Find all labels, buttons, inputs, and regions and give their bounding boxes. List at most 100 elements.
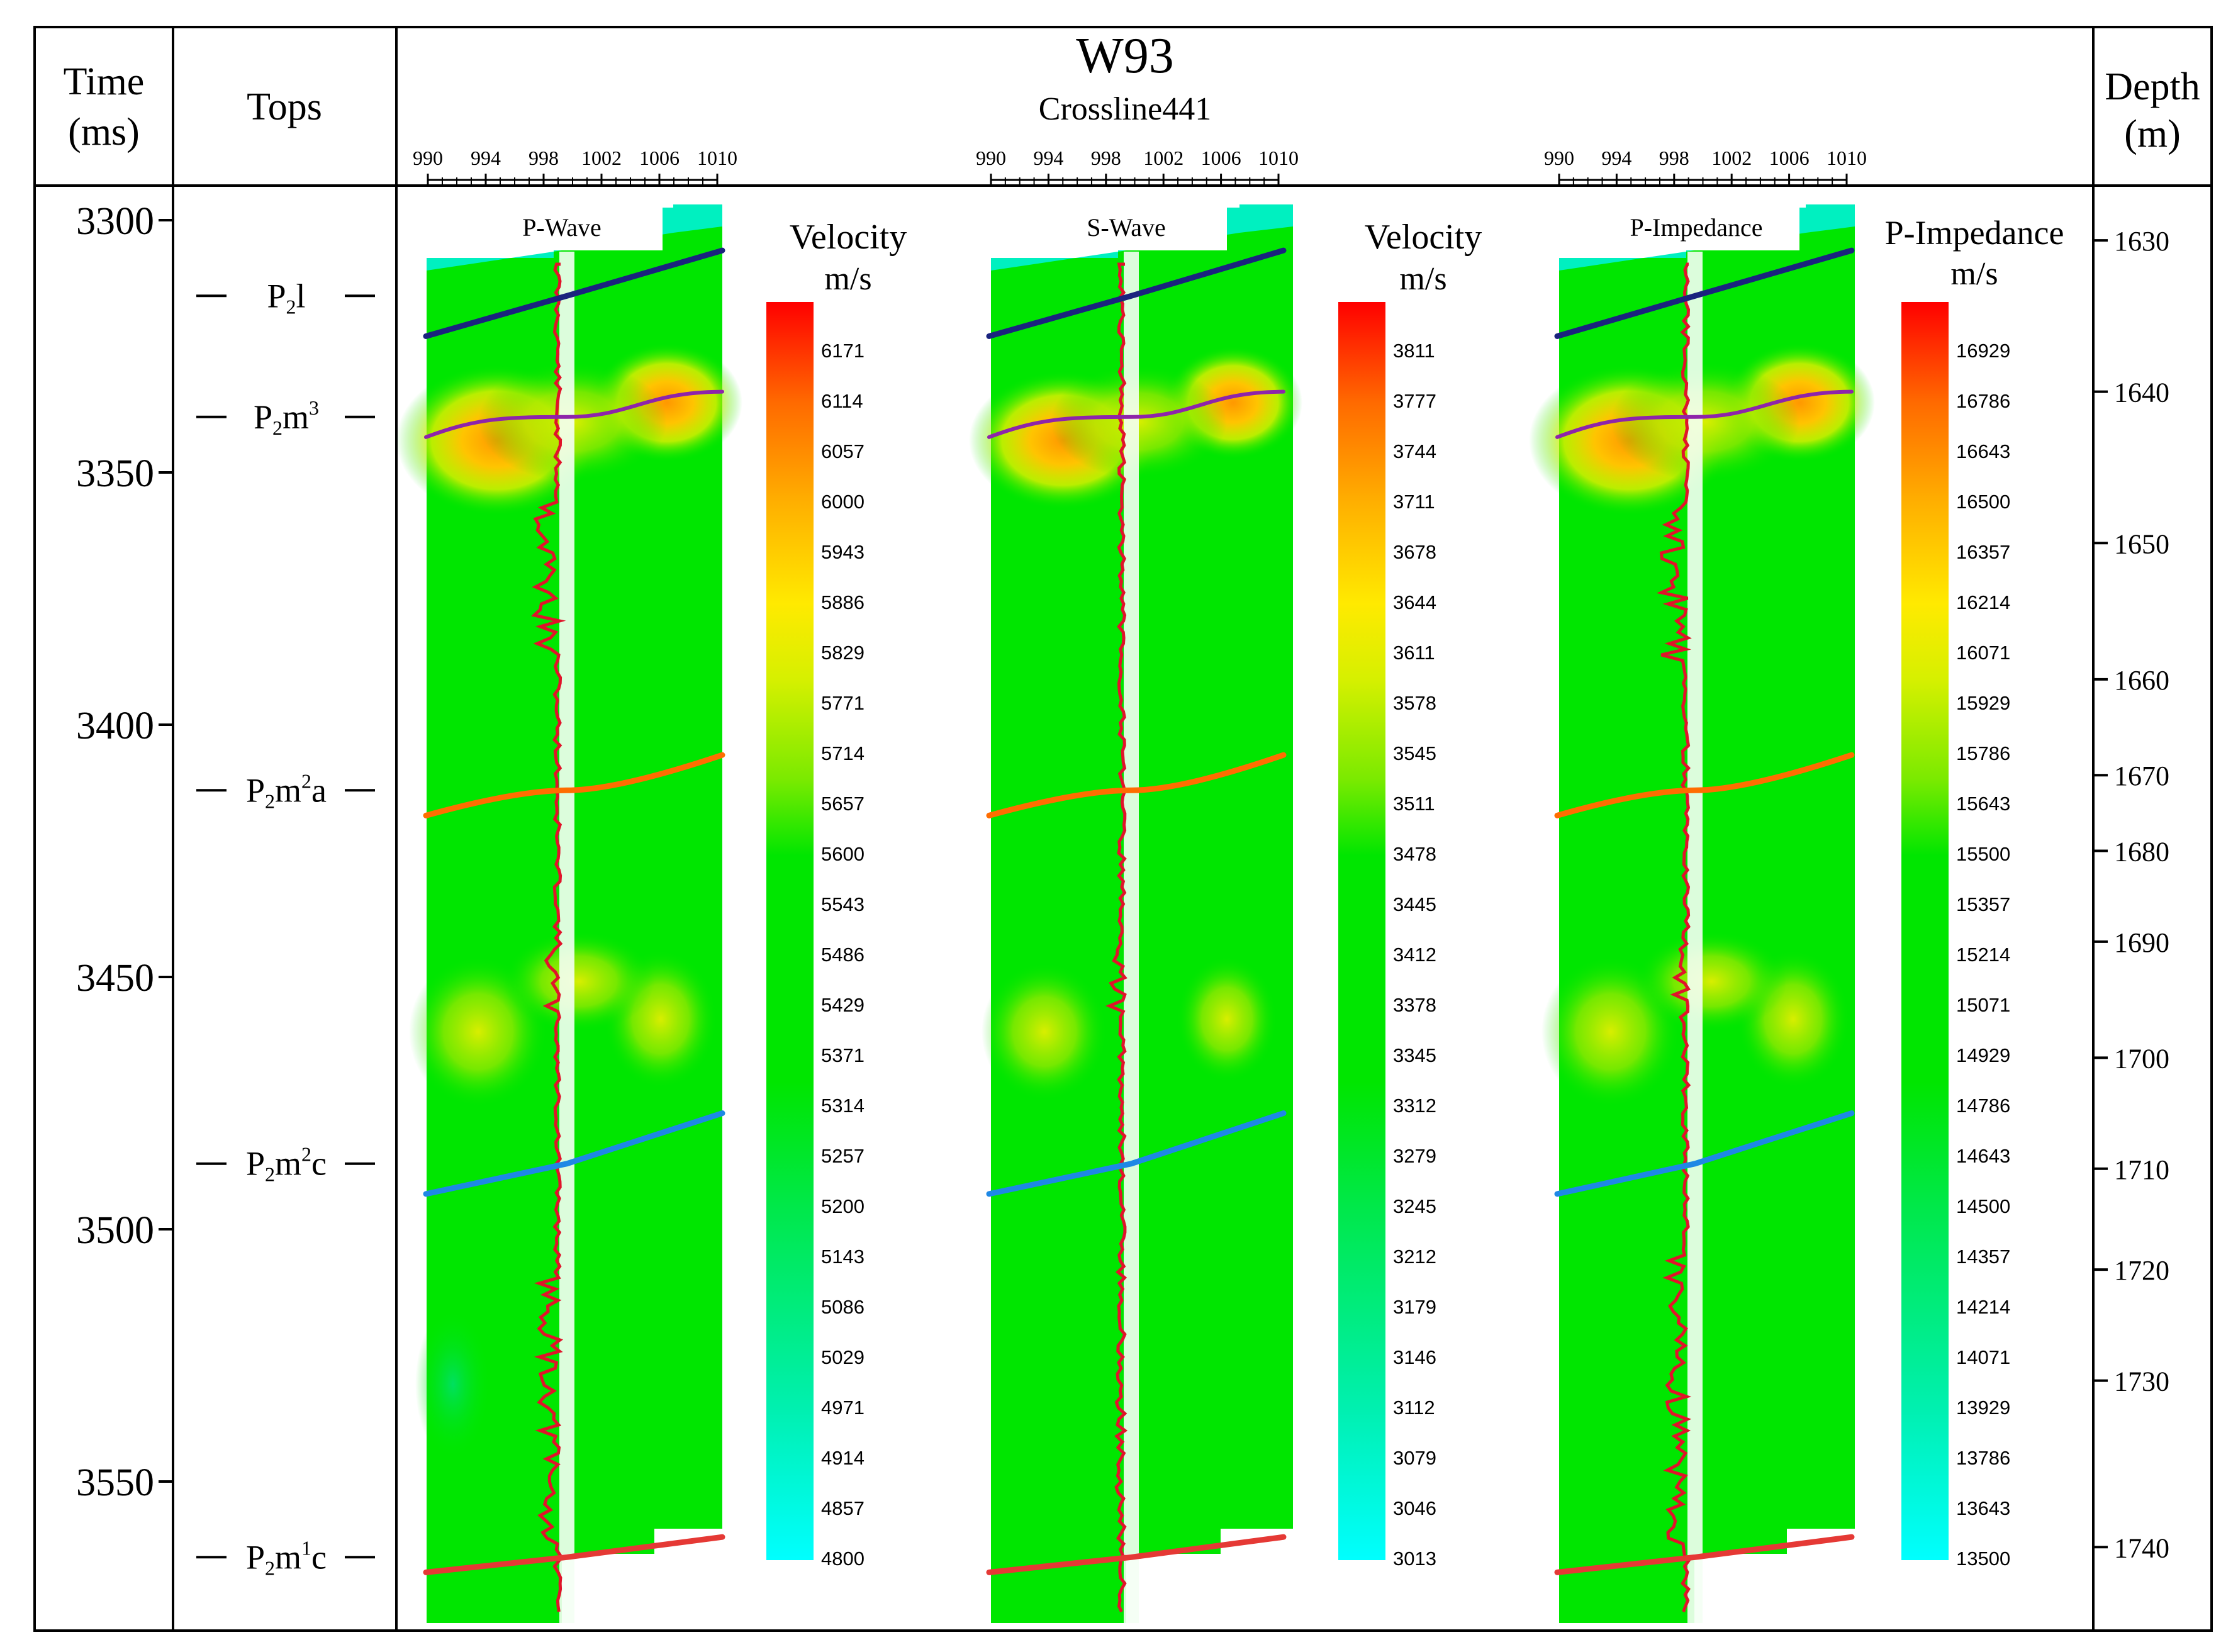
panel-tag-bg <box>1026 206 1227 250</box>
colorbar-label: 3678 <box>1393 541 1436 563</box>
colorbar-label: 5771 <box>821 692 864 714</box>
colorbar-label: 16071 <box>1956 642 2010 664</box>
colorbar-label: 5143 <box>821 1246 864 1268</box>
time-tick-label: 3400 <box>76 705 154 747</box>
horizons <box>986 247 1287 1575</box>
panel-tag-bg <box>461 206 663 250</box>
colorbar-label: 5200 <box>821 1195 864 1217</box>
top-label: P2l <box>267 277 305 318</box>
depth-header-unit: (m) <box>2124 113 2181 155</box>
section-s-wave <box>969 204 1302 1623</box>
depth-tick-label: 1720 <box>2114 1255 2169 1286</box>
top-label-mid: m <box>283 398 309 436</box>
colorbar-label: 3212 <box>1393 1246 1436 1268</box>
colorbar-label: 5086 <box>821 1296 864 1318</box>
top-label: P2m1c <box>246 1536 327 1579</box>
trace-tick-label: 998 <box>529 147 559 169</box>
horizon-line <box>986 752 1287 818</box>
crossline-label: Crossline441 <box>1039 91 1211 127</box>
top-label-sub: 2 <box>265 1163 275 1186</box>
well-log <box>531 262 566 1612</box>
colorbar-label: 3611 <box>1393 642 1435 664</box>
top-label-sub: 2 <box>272 416 283 439</box>
horizon-line <box>1555 389 1854 439</box>
anomaly-mid <box>982 963 1107 1101</box>
colorbar-label: 5543 <box>821 893 864 915</box>
horizon-line <box>423 1534 725 1575</box>
colorbar-label: 16500 <box>1956 491 2010 513</box>
horizon-line <box>986 247 1287 339</box>
anomaly-low <box>415 1309 491 1459</box>
scale-unit: m/s <box>1950 256 1998 292</box>
trace-tick-label: 1006 <box>639 147 680 169</box>
time-tick-label: 3300 <box>76 200 154 243</box>
scale-title: P-Impedance <box>1885 214 2064 252</box>
colorbar-label: 3777 <box>1393 390 1436 412</box>
colorbar-label: 15786 <box>1956 742 2010 764</box>
colorbar-label: 14357 <box>1956 1246 2010 1268</box>
colorbar-label: 5486 <box>821 944 864 966</box>
colorbar-label: 16929 <box>1956 340 2010 362</box>
well-track <box>559 252 574 1623</box>
panel-title: S-Wave <box>1087 213 1166 242</box>
anomaly-mid <box>1611 362 1799 481</box>
colorbar-label: 6114 <box>821 390 863 412</box>
well-log <box>1105 262 1128 1613</box>
colorbar-label: 13929 <box>1956 1397 2010 1419</box>
top-label-sup: 2 <box>301 769 311 792</box>
horizon-line <box>424 389 724 439</box>
time-tick-label: 3350 <box>76 452 154 495</box>
depth-tick-label: 1710 <box>2114 1154 2169 1185</box>
colorbar-label: 15214 <box>1956 944 2010 966</box>
colorbar-label: 3511 <box>1393 793 1435 815</box>
top-label-suffix: c <box>311 1538 327 1576</box>
trace-tick-label: 998 <box>1659 147 1689 169</box>
colorbar-label: 3445 <box>1393 893 1436 915</box>
colorbar-label: 5314 <box>821 1095 864 1117</box>
formation-top: P2m1c <box>196 1536 375 1579</box>
depth-header: Depth <box>2105 65 2200 108</box>
section-fill <box>1559 204 1855 1623</box>
colorbar-label: 5714 <box>821 742 864 764</box>
colorbar-label: 3545 <box>1393 742 1436 764</box>
panel-title: P-Wave <box>522 213 601 242</box>
colorbar-label: 5657 <box>821 793 864 815</box>
formation-top: P2m2a <box>196 769 375 812</box>
colorbar-label: 4800 <box>821 1548 864 1570</box>
colorbar-label: 5257 <box>821 1145 864 1167</box>
top-label-sub: 2 <box>265 790 275 812</box>
scale-title: Velocity <box>1365 218 1482 257</box>
section-fill <box>991 204 1293 1623</box>
colorbar-label: 13500 <box>1956 1548 2010 1570</box>
time-axis: 3300 3350 3400 3450 3500 3550 <box>76 200 173 1504</box>
horizon-line <box>1554 1110 1855 1197</box>
top-label-mid: m <box>275 1538 301 1576</box>
colorbar-label: 3644 <box>1393 591 1436 613</box>
colorbar-label: 13643 <box>1956 1497 2010 1519</box>
colorbar-label: 15500 <box>1956 843 2010 865</box>
colorbar-label: 14929 <box>1956 1044 2010 1066</box>
top-label: P2m3 <box>254 396 319 439</box>
time-tick-label: 3500 <box>76 1209 154 1252</box>
well-track <box>1687 252 1703 1623</box>
top-label-base: P <box>246 771 265 809</box>
depth-axis: 1630 1640 1650 1660 1670 1680 1690 1700 1710 1720… <box>2093 226 2169 1563</box>
formation-top: P2l <box>196 277 375 318</box>
panel-tag-bg <box>1598 206 1799 250</box>
horizon-line <box>987 389 1285 439</box>
depth-tick-label: 1730 <box>2114 1366 2169 1397</box>
colorbar-label: 3345 <box>1393 1044 1436 1066</box>
time-tick-label: 3550 <box>76 1461 154 1504</box>
depth-tick-label: 1660 <box>2114 665 2169 696</box>
top-label-base: P <box>267 277 286 315</box>
trace-tick-label: 990 <box>413 147 443 169</box>
colorbar-label: 3279 <box>1393 1145 1436 1167</box>
trace-tick-label: 990 <box>1544 147 1574 169</box>
trace-tick-label: 1002 <box>1711 147 1752 169</box>
depth-tick-label: 1740 <box>2114 1532 2169 1563</box>
trace-tick-label: 1006 <box>1201 147 1241 169</box>
anomaly-mid <box>503 931 654 1032</box>
colorbar-label: 3112 <box>1393 1397 1435 1419</box>
horizon-line <box>423 1110 725 1197</box>
colorbar-label: 15929 <box>1956 692 2010 714</box>
